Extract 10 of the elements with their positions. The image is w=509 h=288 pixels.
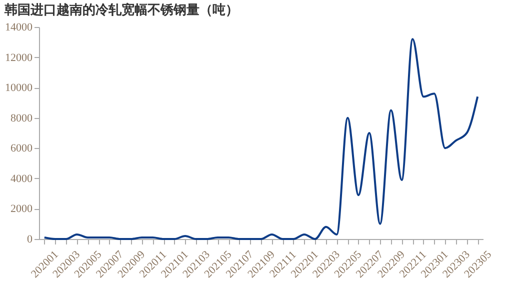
y-tick-label: 10000 [5,82,33,94]
chart-title: 韩国进口越南的冷轧宽幅不锈钢量（吨） [4,2,238,17]
y-tick-label: 4000 [10,172,33,185]
y-tick-label: 0 [27,234,33,246]
y-tick-label: 8000 [10,112,33,124]
y-tick-label: 2000 [10,203,33,216]
y-tick-label: 14000 [5,22,33,34]
y-tick-label: 12000 [5,52,33,64]
y-tick-label: 6000 [10,142,33,155]
line-series [43,38,479,240]
